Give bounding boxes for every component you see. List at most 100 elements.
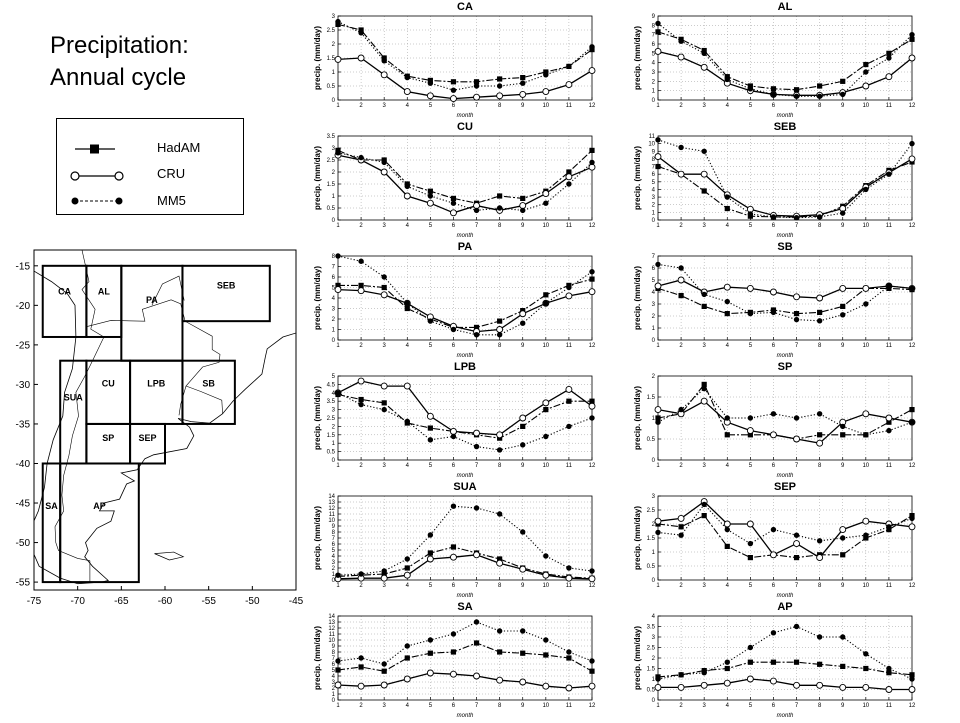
y-tick-label: 9 — [332, 524, 336, 530]
point-cru — [908, 686, 916, 693]
region-label-sb: SB — [202, 378, 215, 388]
point-cru — [565, 574, 573, 582]
point-cru — [588, 288, 596, 296]
point-cru — [496, 431, 504, 439]
point-mm5 — [404, 300, 410, 306]
point-mm5 — [520, 80, 526, 86]
x-tick-label: 10 — [862, 343, 869, 349]
point-mm5 — [909, 676, 915, 682]
point-hadam — [427, 650, 433, 656]
point-cru — [700, 397, 708, 405]
point-hadam — [566, 398, 572, 404]
x-tick-label: 6 — [772, 463, 776, 469]
point-cru — [565, 385, 573, 393]
point-cru — [654, 517, 662, 525]
point-cru — [770, 431, 777, 439]
point-mm5 — [566, 565, 572, 571]
point-hadam — [358, 664, 364, 670]
x-tick-label: 5 — [749, 223, 753, 229]
x-tick-label: 5 — [749, 463, 753, 469]
y-tick-label: 1 — [332, 194, 336, 200]
chart-title: SA — [457, 601, 472, 613]
point-hadam — [655, 29, 661, 35]
point-hadam — [358, 27, 364, 33]
point-mm5 — [747, 644, 754, 651]
point-mm5 — [863, 651, 869, 657]
point-mm5 — [381, 159, 387, 166]
point-hadam — [793, 311, 800, 317]
legend-symbol-cru — [70, 171, 124, 181]
x-tick-label: 7 — [475, 703, 479, 709]
y-tick-label: 3.5 — [327, 399, 336, 405]
point-cru — [473, 551, 480, 559]
x-tick-label: 5 — [429, 343, 433, 349]
point-hadam — [701, 303, 707, 309]
series-line-cru — [337, 554, 593, 580]
point-cru — [700, 63, 708, 71]
point-cru — [700, 681, 708, 689]
point-hadam — [335, 282, 341, 288]
y-tick-label: 3.5 — [327, 134, 336, 140]
point-hadam — [381, 668, 387, 674]
point-cru — [816, 439, 824, 447]
y-tick-label: 1 — [332, 70, 336, 76]
point-cru — [542, 190, 550, 198]
point-cru — [654, 153, 662, 161]
chart-title: SEP — [774, 481, 796, 493]
point-mm5 — [678, 532, 684, 538]
y-tick-label: 3 — [652, 195, 656, 201]
point-hadam — [589, 398, 595, 404]
point-cru — [496, 559, 504, 567]
point-hadam — [404, 565, 410, 571]
point-mm5 — [816, 634, 823, 640]
x-tick-label: 1 — [656, 103, 660, 109]
point-cru — [542, 571, 550, 579]
point-hadam — [886, 527, 892, 533]
y-tick-label: 5 — [332, 374, 336, 380]
y-tick-label: 5 — [652, 278, 656, 284]
point-mm5 — [496, 447, 503, 453]
x-axis-label: month — [457, 473, 474, 479]
map-frame — [33, 249, 297, 591]
point-mm5 — [724, 659, 730, 665]
point-hadam — [358, 396, 364, 403]
x-tick-label: 5 — [429, 463, 433, 469]
point-hadam — [793, 555, 800, 561]
point-cru — [816, 554, 824, 562]
x-tick-label: 12 — [909, 703, 916, 709]
y-tick-label: 3 — [652, 70, 656, 76]
x-tick-label: 5 — [749, 703, 753, 709]
point-hadam — [497, 556, 503, 562]
map-lat-label: -15 — [16, 261, 31, 272]
y-tick-label: 0.5 — [647, 688, 656, 694]
x-tick-label: 6 — [772, 583, 776, 589]
point-mm5 — [589, 658, 595, 664]
x-tick-label: 5 — [749, 583, 753, 589]
map-lon-label: -55 — [201, 596, 216, 607]
y-tick-label: 9 — [332, 644, 336, 650]
x-tick-label: 10 — [862, 103, 869, 109]
point-hadam — [589, 276, 595, 282]
point-hadam — [589, 668, 595, 674]
point-cru — [588, 402, 596, 410]
point-mm5 — [566, 181, 572, 187]
point-hadam — [473, 79, 480, 85]
x-axis-label: month — [457, 593, 474, 599]
point-mm5 — [793, 532, 800, 538]
y-tick-label: 9 — [652, 14, 656, 20]
legend-label-cru: CRU — [157, 166, 186, 181]
y-tick-label: 0 — [332, 578, 336, 584]
point-cru — [770, 288, 777, 296]
series-line-mm5 — [657, 503, 913, 545]
point-hadam — [497, 193, 503, 199]
point-cru — [588, 575, 596, 583]
border-line-1 — [86, 299, 221, 416]
map-lat-label: -40 — [16, 459, 31, 470]
point-mm5 — [450, 87, 457, 93]
x-tick-label: 9 — [841, 223, 845, 229]
y-tick-label: 2 — [652, 374, 656, 380]
x-tick-label: 6 — [452, 583, 456, 589]
series-line-mm5 — [337, 21, 593, 91]
point-mm5 — [701, 385, 707, 392]
point-mm5 — [381, 58, 387, 64]
